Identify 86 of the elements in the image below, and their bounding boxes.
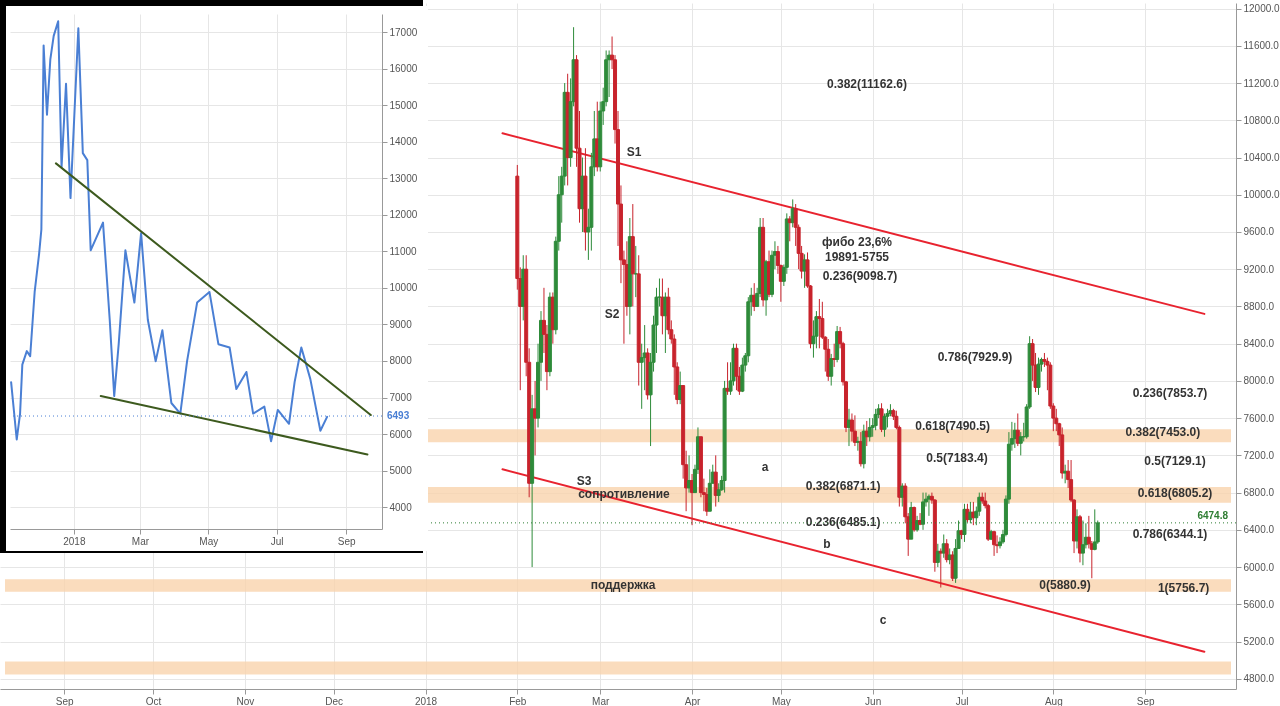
- annotation: 0.236(9098.7): [822, 269, 898, 283]
- annotation: 0.786(7929.9): [937, 350, 1013, 364]
- candlestick: [1063, 464, 1068, 484]
- annotation: 0.5(7129.1): [1144, 454, 1206, 468]
- annotation: 0.236(7853.7): [1132, 386, 1208, 400]
- candlestick: [829, 353, 834, 387]
- y-tick-label: 7600.0: [1243, 412, 1275, 424]
- y-tick-label: 17000: [389, 26, 418, 38]
- y-tick-label: 9200.0: [1243, 263, 1275, 275]
- x-tick-label: Nov: [236, 695, 255, 706]
- y-tick-label: 9600.0: [1243, 226, 1275, 238]
- annotation: 0.382(11162.6): [826, 77, 908, 91]
- y-tick-label: 6800.0: [1243, 487, 1275, 499]
- y-tick-label: 10400.0: [1243, 152, 1280, 164]
- x-tick-label: 2018: [63, 535, 86, 547]
- y-tick-label: 6000: [389, 428, 413, 440]
- annotation: 0.382(7453.0): [1125, 424, 1201, 439]
- x-tick-label: Jul: [270, 535, 284, 547]
- annotation: 0.786(6344.1): [1132, 527, 1208, 541]
- y-tick-label: 15000: [389, 99, 418, 111]
- annotation: 0(5880.9): [1039, 578, 1091, 592]
- y-tick-label: 4800.0: [1243, 673, 1275, 685]
- x-tick-label: Oct: [145, 695, 162, 706]
- x-tick-label: Apr: [684, 695, 701, 706]
- y-tick-label: 5200.0: [1243, 636, 1275, 648]
- x-tick-label: Jul: [955, 695, 969, 706]
- x-tick-label: Aug: [1044, 695, 1063, 706]
- y-tick-label: 11000: [389, 245, 417, 257]
- candlestick: [1092, 508, 1097, 551]
- annotation: 19891-5755: [824, 250, 890, 264]
- x-tick-label: Sep: [337, 535, 356, 547]
- annotation: 0.382(6871.1): [805, 479, 881, 494]
- annotation: 0.5(7183.4): [926, 451, 988, 465]
- candlestick: [938, 547, 943, 589]
- y-tick-label: 13000: [389, 172, 418, 184]
- y-tick-label: 6000.0: [1243, 561, 1275, 573]
- y-tick-label: 10000: [389, 282, 418, 294]
- y-tick-label: 5600.0: [1243, 598, 1275, 610]
- y-tick-label: 8000: [389, 355, 413, 367]
- candlestick: [1080, 520, 1085, 566]
- y-tick-label: 8400.0: [1243, 338, 1275, 350]
- x-tick-label: Jun: [865, 695, 882, 706]
- candlestick: [882, 412, 887, 438]
- annotation: 0.236(6485.1): [805, 515, 881, 530]
- y-tick-label: 12000: [389, 209, 418, 221]
- annotation: S3: [576, 474, 592, 488]
- candlestick: [921, 492, 926, 531]
- y-tick-label: 11200.0: [1243, 77, 1280, 89]
- annotation: 0.618(6805.2): [1137, 486, 1213, 500]
- annotation: S1: [626, 145, 642, 159]
- x-tick-label: May: [771, 695, 791, 706]
- y-tick-label: 11600.0: [1243, 40, 1280, 52]
- annotation: S2: [604, 307, 620, 321]
- x-tick-label: Sep: [55, 695, 75, 706]
- candlestick: [633, 245, 638, 298]
- x-tick-label: May: [199, 535, 219, 547]
- y-tick-label: 12000.0: [1243, 3, 1280, 15]
- annotation: поддержка: [590, 578, 656, 592]
- annotation: c: [879, 613, 887, 627]
- x-tick-label: Dec: [325, 695, 344, 706]
- y-tick-label: 10800.0: [1243, 114, 1280, 126]
- y-tick-label: 8800.0: [1243, 300, 1275, 312]
- y-tick-label: 4000: [389, 501, 413, 513]
- x-tick-label: Sep: [1136, 695, 1155, 706]
- x-tick-label: Mar: [131, 535, 150, 547]
- y-tick-label: 7200.0: [1243, 449, 1275, 461]
- annotation: 0.618(7490.5): [915, 418, 990, 433]
- x-tick-label: Mar: [592, 695, 611, 706]
- y-tick-label: 6400.0: [1243, 524, 1275, 536]
- candlestick: [935, 543, 940, 568]
- y-tick-label: 5000: [389, 465, 413, 477]
- y-tick-label: 7000: [389, 392, 413, 404]
- y-tick-label: 10000.0: [1243, 189, 1280, 201]
- annotation: фибо 23,6%: [822, 235, 893, 249]
- y-tick-label: 9000: [389, 318, 413, 330]
- y-tick-label: 8000.0: [1243, 375, 1275, 387]
- ref-line-label: 6493: [387, 410, 410, 422]
- ref-line-label: 6474.8: [1197, 509, 1229, 521]
- x-tick-label: 2018: [414, 695, 438, 706]
- annotation: 1(5756.7): [1157, 581, 1210, 596]
- y-tick-label: 16000: [389, 63, 418, 75]
- candlestick: [852, 414, 857, 447]
- annotation: b: [823, 537, 831, 551]
- x-tick-label: Feb: [509, 695, 527, 706]
- annotation: a: [761, 460, 769, 474]
- y-tick-label: 14000: [389, 136, 418, 148]
